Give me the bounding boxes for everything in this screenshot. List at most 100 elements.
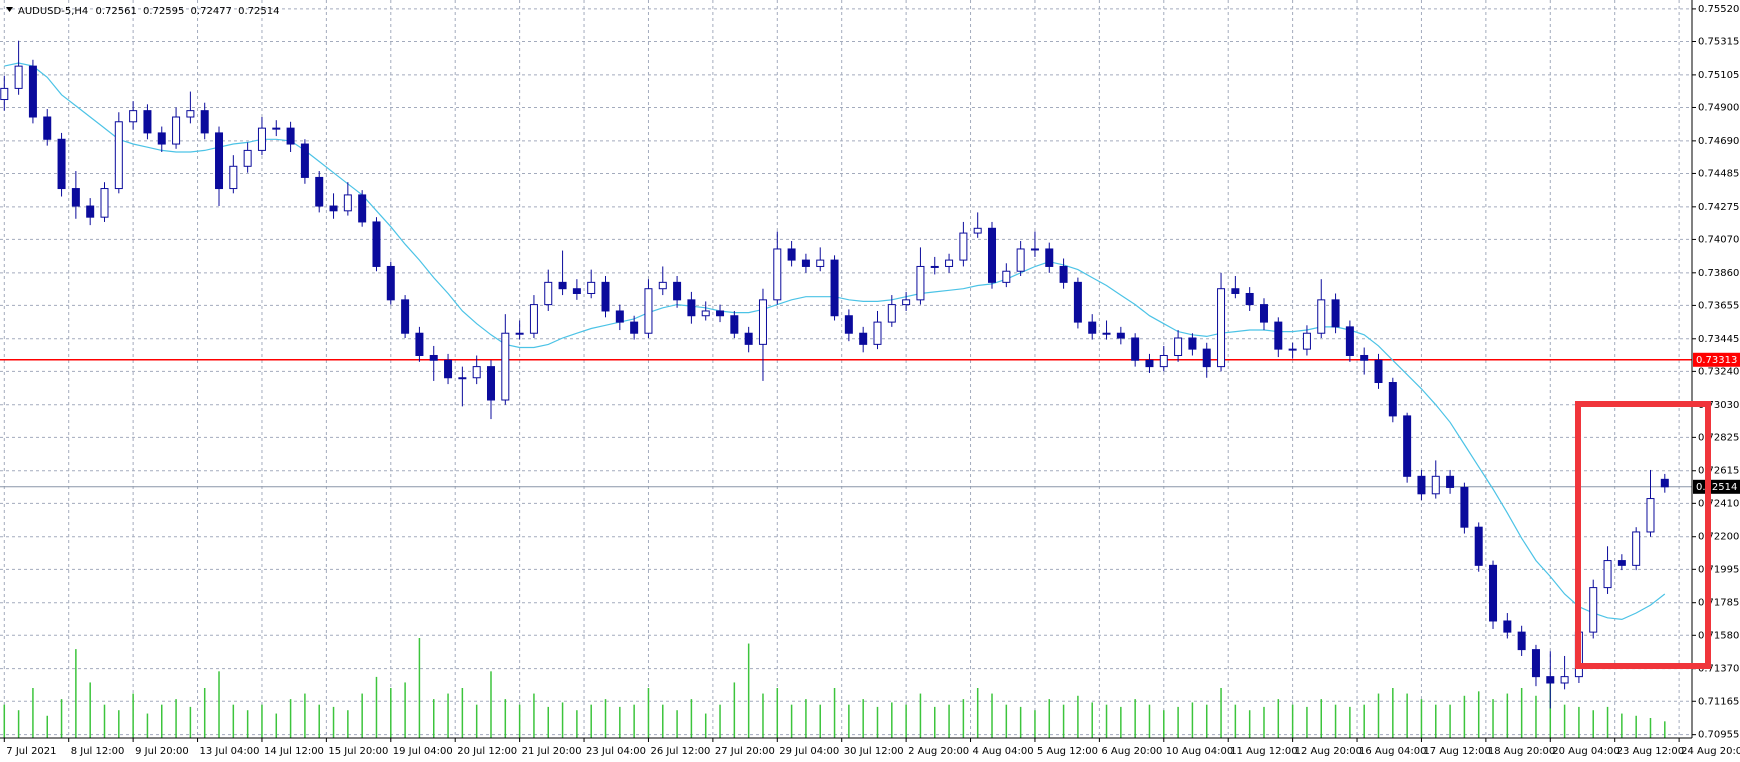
candle-body	[873, 321, 882, 345]
y-tick-label: 0.75315	[1698, 36, 1739, 47]
y-tick-label: 0.73240	[1698, 366, 1739, 377]
y-tick-label: 0.71580	[1698, 630, 1739, 641]
x-tick-label: 19 Jul 04:00	[393, 746, 453, 757]
candle-body	[1030, 248, 1039, 251]
candle-body	[1102, 332, 1111, 335]
candle-body	[1446, 475, 1455, 488]
x-tick-label: 15 Jul 20:00	[328, 746, 388, 757]
y-tick-label: 0.72825	[1698, 432, 1739, 443]
candle-body	[1489, 564, 1498, 622]
y-tick-label: 0.73860	[1698, 268, 1739, 279]
candle-body	[558, 281, 567, 290]
candle-body	[1073, 281, 1082, 323]
candle-body	[1388, 382, 1397, 417]
candle-body	[787, 248, 796, 261]
candle-body	[315, 176, 324, 207]
x-tick-label: 7 Jul 2021	[6, 746, 56, 757]
candle-body	[1617, 560, 1626, 566]
y-tick-label: 0.71370	[1698, 664, 1739, 675]
candle-body	[544, 281, 553, 306]
candle-body	[1417, 475, 1426, 495]
candle-body	[1059, 265, 1068, 283]
y-tick-label: 0.71995	[1698, 564, 1739, 575]
candle-body	[114, 121, 123, 190]
price-label: 0.73313	[1696, 355, 1737, 366]
x-tick-label: 18 Aug 20:00	[1488, 746, 1555, 757]
candle-body	[486, 366, 495, 401]
candle-body	[716, 310, 725, 317]
candle-body	[1274, 321, 1283, 350]
candle-body	[415, 332, 424, 356]
candle-body	[358, 194, 367, 223]
candle-body	[1188, 337, 1197, 350]
candle-body	[1217, 288, 1226, 368]
candle-body	[329, 205, 338, 212]
candle-body	[1517, 631, 1526, 651]
candle-body	[143, 110, 152, 134]
y-tick-label: 0.74690	[1698, 136, 1739, 147]
x-tick-label: 23 Aug 12:00	[1617, 746, 1684, 757]
y-tick-label: 0.74900	[1698, 102, 1739, 113]
candle-body	[801, 259, 810, 267]
candle-body	[973, 227, 982, 234]
candle-body	[1259, 304, 1268, 323]
candle-body	[444, 359, 453, 379]
candle-body	[758, 299, 767, 345]
header-close: 0.72514	[238, 6, 279, 17]
candle-body	[215, 132, 224, 190]
candle-body	[630, 321, 639, 334]
candle-body	[644, 288, 653, 334]
candle-body	[1560, 676, 1569, 684]
candle-body	[1245, 292, 1254, 306]
x-tick-label: 29 Jul 04:00	[779, 746, 839, 757]
header-high: 0.72595	[143, 6, 184, 17]
y-tick-label: 0.73445	[1698, 334, 1739, 345]
x-tick-label: 14 Jul 12:00	[264, 746, 324, 757]
header-low: 0.72477	[191, 6, 232, 17]
candle-body	[1546, 676, 1555, 684]
candle-body	[1603, 560, 1612, 589]
candle-body	[744, 332, 753, 345]
candle-body	[1002, 270, 1011, 283]
candle-body	[57, 138, 66, 190]
candle-body	[43, 116, 52, 140]
candle-body	[243, 149, 252, 167]
candle-body	[100, 188, 109, 218]
candle-body	[945, 259, 954, 267]
candle-body	[930, 265, 939, 268]
candle-body	[673, 281, 682, 301]
x-tick-label: 4 Aug 04:00	[973, 746, 1034, 757]
candle-body	[887, 304, 896, 323]
symbol: AUDUSD-5,H4	[18, 6, 88, 17]
candle-body	[658, 281, 667, 290]
candle-body	[601, 281, 610, 312]
candle-body	[1660, 478, 1669, 488]
x-tick-label: 11 Aug 12:00	[1230, 746, 1297, 757]
candle-body	[1302, 332, 1311, 350]
y-tick-label: 0.72615	[1698, 466, 1739, 477]
candle-body	[272, 127, 281, 130]
candle-body	[157, 132, 166, 145]
candle-body	[200, 110, 209, 134]
candle-body	[687, 299, 696, 317]
candle-body	[1474, 526, 1483, 566]
x-tick-label: 8 Jul 12:00	[71, 746, 125, 757]
candle-body	[1345, 326, 1354, 356]
candle-body	[730, 315, 739, 334]
y-tick-label: 0.71785	[1698, 598, 1739, 609]
x-tick-label: 13 Jul 04:00	[200, 746, 260, 757]
x-tick-label: 24 Aug 20:00	[1681, 746, 1740, 757]
y-tick-label: 0.74485	[1698, 168, 1739, 179]
x-tick-label: 2 Aug 20:00	[908, 746, 969, 757]
candle-body	[1231, 288, 1240, 294]
candle-body	[1145, 359, 1154, 368]
candle-body	[816, 259, 825, 267]
candle-body	[458, 377, 467, 380]
candle-body	[286, 127, 295, 145]
y-tick-label: 0.73030	[1698, 400, 1739, 411]
candle-body	[701, 310, 710, 317]
candle-body	[1360, 354, 1369, 361]
